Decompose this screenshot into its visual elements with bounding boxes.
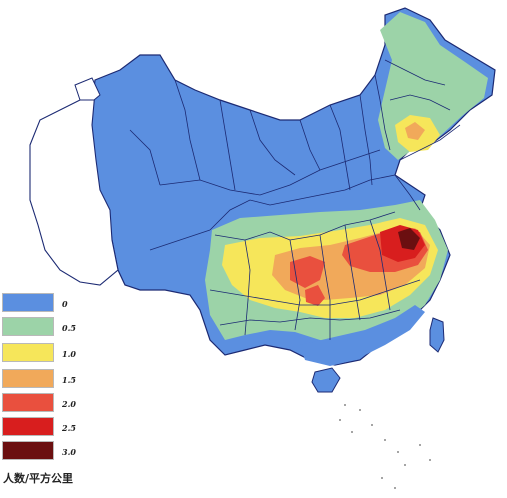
legend-swatch-2 [2, 343, 54, 362]
east-darkest [398, 228, 420, 250]
northeast-orange [405, 122, 425, 140]
legend-swatch-1 [2, 317, 54, 336]
southeast-blue [300, 305, 425, 366]
central-red [290, 256, 325, 288]
legend-swatch-5 [2, 417, 54, 436]
legend-swatch-0 [2, 293, 54, 312]
legend-label-5: 2.5 [62, 423, 76, 433]
south-sea-islands [339, 404, 431, 489]
legend-label-1: 0.5 [62, 323, 76, 333]
northwest-unshaded [74, 77, 101, 101]
legend-label-6: 3.0 [62, 447, 76, 457]
legend-label-0: 0 [62, 299, 68, 309]
legend-swatch-6 [2, 441, 54, 460]
legend-caption: 人数/平方公里 [3, 472, 74, 485]
sichuan-red [305, 285, 325, 306]
province-borders [129, 59, 461, 340]
legend-swatch-3 [2, 369, 54, 388]
legend-label-3: 1.5 [62, 375, 76, 385]
xinjiang-unshaded [29, 91, 119, 286]
taiwan-island [429, 317, 445, 353]
legend-swatch-4 [2, 393, 54, 412]
legend-label-2: 1.0 [62, 349, 76, 359]
legend-label-4: 2.0 [62, 399, 76, 409]
hainan-island [311, 367, 341, 393]
